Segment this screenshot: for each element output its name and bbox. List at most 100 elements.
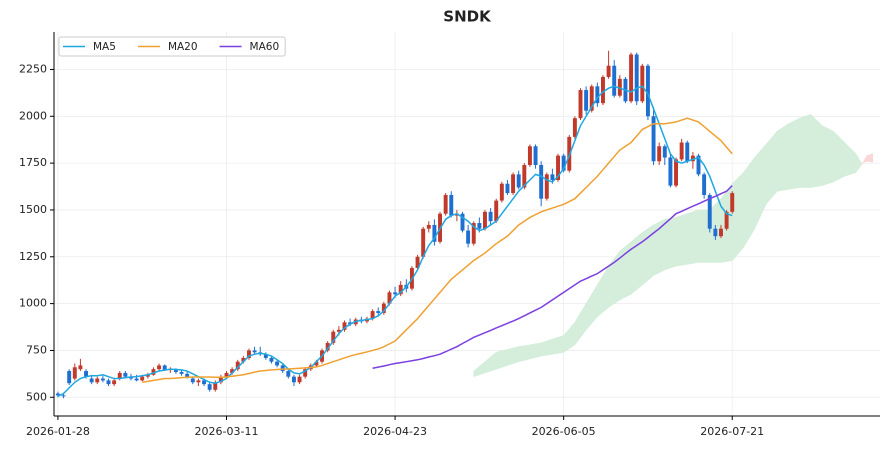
x-tick-label: 2026-01-28 (26, 425, 90, 438)
ma-line (372, 185, 733, 369)
candle-body (387, 292, 392, 304)
cloud-segment (670, 217, 677, 269)
candle-body (263, 354, 268, 358)
candle-body (421, 228, 426, 257)
candle-body (696, 155, 701, 175)
chart-title: SNDK (443, 8, 492, 26)
cloud (473, 113, 873, 378)
candle-body (286, 371, 291, 377)
cloud-segment (535, 342, 542, 358)
cloud-segment (563, 328, 570, 353)
cloud-segment (838, 136, 845, 180)
cloud-segment (540, 340, 548, 357)
cloud-segment (518, 345, 525, 363)
candle-body (544, 174, 549, 199)
candle-body (342, 322, 347, 330)
candle-body (224, 372, 229, 377)
candle-body (690, 155, 695, 162)
cloud-segment (585, 293, 593, 331)
candle-body (713, 228, 718, 237)
candle-body (247, 350, 251, 358)
lines (57, 85, 733, 398)
candle-body (426, 224, 431, 229)
candle-body (241, 357, 246, 362)
cloud-segment (557, 335, 564, 354)
candle-body (449, 194, 454, 216)
candle-body (606, 65, 611, 77)
y-tick-label: 1000 (19, 297, 47, 310)
candle-body (640, 65, 645, 102)
cloud-segment (771, 130, 778, 199)
candle-body (151, 369, 156, 375)
candle-body (376, 311, 381, 313)
candle-body (617, 78, 622, 96)
candle-body (466, 230, 471, 244)
candle-body (213, 382, 218, 390)
candle-body (235, 361, 240, 370)
cloud-segment (512, 346, 519, 364)
candle-body (173, 369, 178, 372)
legend: MA5 MA20 MA60 (58, 36, 286, 57)
candle-body (634, 54, 639, 102)
cloud-segment (855, 152, 862, 174)
candle-body (550, 174, 555, 180)
candle-body (460, 213, 465, 231)
candle-body (522, 164, 527, 188)
candle-body (685, 142, 690, 162)
candle-body (196, 380, 201, 383)
cloud-segment (546, 338, 553, 356)
cloud-segment (698, 209, 705, 263)
candle-body (202, 380, 206, 385)
cloud-segment (675, 215, 682, 267)
y-tick-label: 1500 (19, 203, 47, 216)
cloud-segment (507, 347, 514, 366)
y-tick-label: 2000 (19, 109, 47, 122)
cloud-segment (580, 302, 587, 339)
candle-body (483, 211, 487, 229)
candle-body (651, 116, 656, 162)
cloud-segment (754, 150, 761, 229)
cloud-segment (692, 209, 699, 264)
candle-body (336, 329, 341, 332)
candle-body (432, 224, 437, 242)
cloud-segment (529, 343, 536, 360)
cloud-segment (484, 356, 491, 374)
cloud-segment (861, 154, 868, 167)
candle-body (561, 155, 566, 171)
candle-body (556, 155, 560, 180)
cloud-segment (568, 321, 576, 350)
cloud-segment (731, 177, 739, 262)
candle-body (269, 357, 274, 362)
candle-body (61, 395, 66, 397)
cloud-segment (782, 123, 789, 191)
cloud-segment (642, 228, 649, 286)
legend-label: MA60 (250, 41, 280, 53)
candle-body (348, 322, 353, 325)
candle-body (662, 146, 667, 158)
candle-body (280, 365, 285, 372)
cloud-segment (849, 147, 857, 175)
candle-body (539, 164, 544, 199)
candle-body (707, 194, 712, 229)
candle-body (325, 342, 330, 351)
cloud-segment (833, 130, 840, 183)
cloud-segment (793, 117, 800, 189)
y-tick-label: 750 (26, 343, 47, 356)
candle-body (589, 86, 594, 111)
candle-body (443, 194, 448, 214)
x-tick-label: 2026-04-23 (363, 425, 427, 438)
candle-body (730, 193, 735, 212)
candle-body (291, 376, 296, 383)
candle-body (179, 371, 184, 374)
legend-label: MA5 (93, 41, 116, 53)
cloud-segment (591, 283, 598, 325)
candle-body (185, 373, 190, 377)
candle-body (67, 371, 72, 384)
candle-body (162, 365, 167, 371)
cloud-segment (748, 156, 755, 240)
candle-body (314, 361, 319, 366)
candle-body (370, 311, 375, 319)
cloud-segment (821, 125, 829, 187)
cloud-segment (501, 349, 508, 368)
cloud-segment (602, 265, 609, 313)
